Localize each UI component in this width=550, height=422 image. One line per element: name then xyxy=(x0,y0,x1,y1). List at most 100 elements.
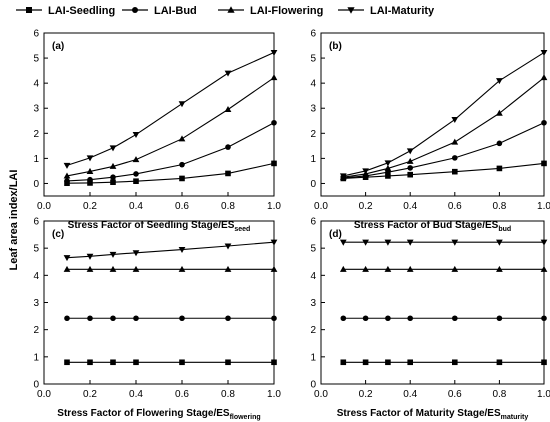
data-point xyxy=(270,74,278,81)
data-point xyxy=(224,243,232,250)
data-point xyxy=(496,359,503,366)
series-lai-seedling xyxy=(340,359,547,366)
data-point xyxy=(339,173,347,180)
y-tick-label: 3 xyxy=(310,298,316,309)
y-tick-label: 1 xyxy=(310,352,316,363)
y-tick-label: 5 xyxy=(310,244,316,255)
series-line xyxy=(66,241,275,259)
legend-marker-triangle-up xyxy=(227,6,235,13)
x-tick-label: 0.6 xyxy=(448,389,462,400)
data-point xyxy=(362,239,369,246)
data-point xyxy=(224,70,232,77)
x-tick-label: 0.6 xyxy=(175,389,189,400)
series-line xyxy=(66,52,275,166)
series-lai-maturity xyxy=(339,50,548,180)
x-tick-label: 0.6 xyxy=(448,201,462,212)
data-point xyxy=(496,315,503,322)
x-axis-title-main: Stress Factor of Bud Stage/ES xyxy=(354,220,499,231)
data-point xyxy=(385,315,391,322)
data-point xyxy=(109,265,117,272)
plot-frame xyxy=(320,32,545,197)
y-tick-label: 5 xyxy=(310,54,316,65)
data-point xyxy=(110,315,116,322)
series-line xyxy=(343,52,545,177)
series-lai-flowering xyxy=(63,74,278,179)
data-point xyxy=(339,265,347,272)
data-point xyxy=(540,239,548,246)
x-tick-label: 0.0 xyxy=(37,389,51,400)
data-point xyxy=(540,74,548,81)
data-point xyxy=(451,116,459,124)
y-tick-label: 5 xyxy=(33,54,39,65)
data-point xyxy=(109,162,117,169)
x-tick-label: 0.8 xyxy=(221,201,235,212)
data-point xyxy=(225,359,231,366)
data-point xyxy=(270,239,278,246)
series-line xyxy=(343,122,545,179)
data-point xyxy=(63,172,71,179)
x-tick-label: 1.0 xyxy=(537,389,550,400)
data-point xyxy=(178,265,186,272)
data-point xyxy=(225,170,231,177)
data-point xyxy=(86,167,94,174)
data-point xyxy=(384,265,392,272)
chart-panel-1: 0.0 0.2 0.4 0.6 0.8 1.0 0 1 2 3 4 5 6 (a) Stress Facto… xyxy=(33,29,281,234)
data-point xyxy=(541,315,547,322)
legend-item-2: LAI-Bud xyxy=(122,5,197,17)
series-lai-bud xyxy=(64,315,277,322)
panel-label: (d) xyxy=(329,229,342,240)
data-point xyxy=(384,164,392,171)
data-point xyxy=(179,161,185,168)
legend-marker-triangle-down xyxy=(347,7,355,14)
data-point xyxy=(451,265,459,272)
data-point xyxy=(179,315,185,322)
data-point xyxy=(132,250,140,257)
x-tick-label: 0.6 xyxy=(175,201,189,212)
data-point xyxy=(451,239,459,246)
y-tick-label: 2 xyxy=(310,325,316,336)
series-line xyxy=(343,162,545,179)
x-tick-label: 1.0 xyxy=(537,201,550,212)
x-axis-title: Stress Factor of Maturity Stage/ESmaturi… xyxy=(337,408,529,421)
data-point xyxy=(362,315,369,322)
data-point xyxy=(179,359,185,366)
data-point xyxy=(133,359,139,366)
y-tick-label: 5 xyxy=(33,244,39,255)
series-lai-bud xyxy=(340,119,547,181)
chart-panel-2: 0.0 0.2 0.4 0.6 0.8 1.0 0 1 2 3 4 5 6 (b) Stress Facto… xyxy=(310,29,550,234)
x-axis-title: Stress Factor of Bud Stage/ESbud xyxy=(354,220,511,233)
data-point xyxy=(541,160,547,167)
data-point xyxy=(339,239,347,246)
data-point xyxy=(385,173,391,179)
y-tick-label: 2 xyxy=(33,325,39,336)
x-axis-title-main: Stress Factor of Flowering Stage/ES xyxy=(57,408,230,419)
data-point xyxy=(496,140,503,147)
data-point xyxy=(63,265,71,272)
data-point xyxy=(87,315,93,322)
x-tick-label: 0.0 xyxy=(37,201,51,212)
data-point xyxy=(384,239,392,246)
data-point xyxy=(452,315,458,322)
y-tick-label: 6 xyxy=(310,29,316,40)
data-point xyxy=(406,157,414,164)
x-tick-label: 0.2 xyxy=(359,201,373,212)
panel-label: (b) xyxy=(329,41,342,52)
data-point xyxy=(385,359,391,366)
plot-frame xyxy=(320,220,545,385)
data-point xyxy=(451,138,459,145)
x-tick-label: 0.2 xyxy=(359,389,373,400)
data-point xyxy=(109,251,117,258)
data-point xyxy=(340,315,347,322)
data-point xyxy=(178,135,186,142)
x-tick-label: 0.0 xyxy=(314,201,328,212)
y-tick-label: 6 xyxy=(33,29,39,40)
legend-item-4: LAI-Maturity xyxy=(338,5,435,17)
x-tick-label: 0.4 xyxy=(129,201,143,212)
x-axis-title-subscript: seed xyxy=(234,226,250,233)
x-tick-label: 0.2 xyxy=(83,389,97,400)
y-tick-label: 0 xyxy=(310,380,316,391)
legend-item-1: LAI-Seedling xyxy=(16,5,115,17)
data-point xyxy=(406,148,414,155)
y-tick-label: 1 xyxy=(310,154,316,165)
x-tick-label: 0.8 xyxy=(221,389,235,400)
